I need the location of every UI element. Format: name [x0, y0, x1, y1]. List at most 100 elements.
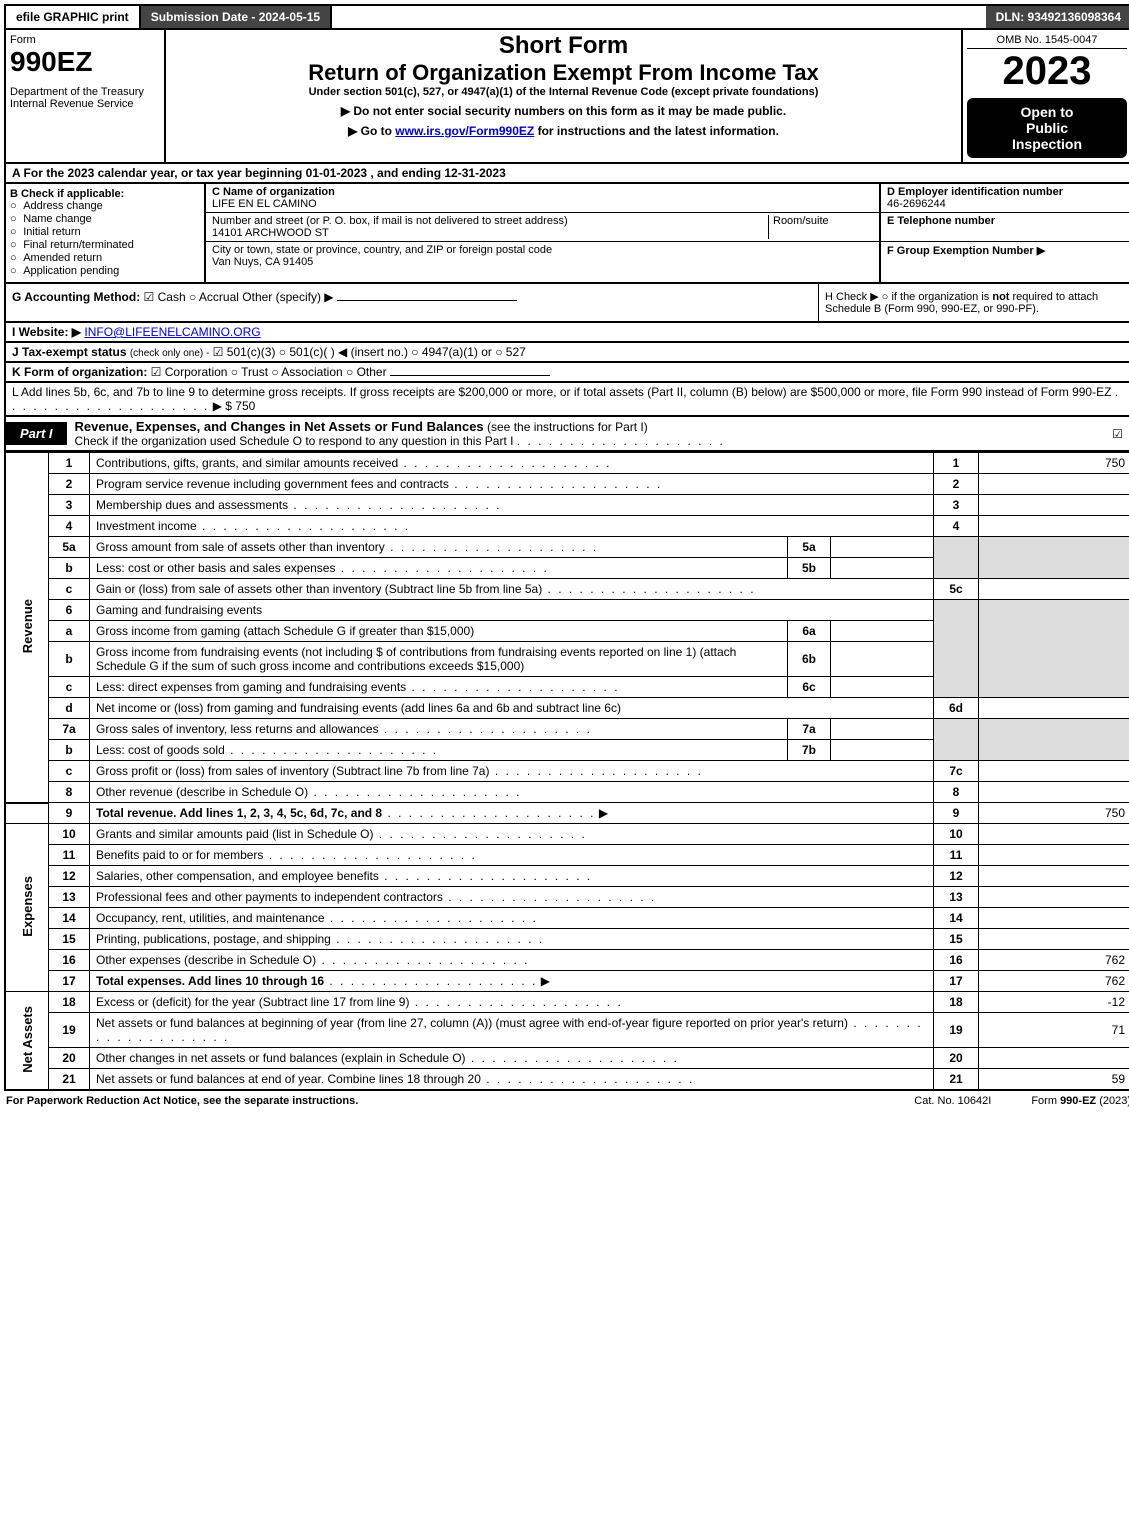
- chk-initial[interactable]: ○: [10, 227, 23, 239]
- irs-link[interactable]: www.irs.gov/Form990EZ: [395, 124, 534, 138]
- room-suite-lbl: Room/suite: [768, 215, 873, 239]
- c-street-lbl: Number and street (or P. O. box, if mail…: [212, 215, 768, 227]
- efile-print-button[interactable]: efile GRAPHIC print: [6, 6, 141, 28]
- j-opts[interactable]: ☑ 501(c)(3) ○ 501(c)( ) ◀ (insert no.) ○…: [213, 345, 526, 359]
- g-cash[interactable]: ☑ Cash: [144, 290, 186, 304]
- l20-v: [979, 1048, 1129, 1069]
- open-to-public-box: Open to Public Inspection: [967, 98, 1127, 158]
- open2: Public: [971, 120, 1123, 136]
- shade-6: [934, 600, 979, 698]
- l10-n: 10: [49, 824, 90, 845]
- lines-table: Revenue 1 Contributions, gifts, grants, …: [4, 452, 1129, 1091]
- j-label: J Tax-exempt status: [12, 345, 127, 359]
- b-item-3: Final return/terminated: [23, 239, 134, 251]
- omb-number: OMB No. 1545-0047: [967, 34, 1127, 49]
- k-other-input[interactable]: [390, 375, 550, 376]
- l13-d: Professional fees and other payments to …: [96, 890, 656, 904]
- l7b-n: b: [49, 740, 90, 761]
- l7b-m: 7b: [788, 740, 831, 761]
- l6c-m: 6c: [788, 677, 831, 698]
- l1-d: Contributions, gifts, grants, and simila…: [96, 456, 612, 470]
- l15-d: Printing, publications, postage, and shi…: [96, 932, 544, 946]
- l15-v: [979, 929, 1129, 950]
- l7a-d: Gross sales of inventory, less returns a…: [96, 722, 592, 736]
- l14-n: 14: [49, 908, 90, 929]
- l13-n: 13: [49, 887, 90, 908]
- l13-ln: 13: [934, 887, 979, 908]
- l5c-ln: 5c: [934, 579, 979, 600]
- l1-v: 750: [979, 453, 1129, 474]
- row-j: J Tax-exempt status (check only one) - ☑…: [4, 343, 1129, 363]
- h-text1: H Check ▶ ○ if the organization is: [825, 291, 992, 303]
- l6d-ln: 6d: [934, 698, 979, 719]
- l9-arrow: ▶: [599, 806, 608, 820]
- l3-n: 3: [49, 495, 90, 516]
- part1-tag: Part I: [6, 422, 67, 445]
- chk-pending[interactable]: ○: [10, 266, 23, 278]
- ssn-note: ▶ Do not enter social security numbers o…: [172, 104, 955, 118]
- l9-ln: 9: [934, 803, 979, 824]
- chk-address[interactable]: ○: [10, 201, 23, 213]
- l6a-m: 6a: [788, 621, 831, 642]
- l4-d: Investment income: [96, 519, 410, 533]
- row-gh: G Accounting Method: ☑ Cash ○ Accrual Ot…: [4, 284, 1129, 323]
- part1-checkbox[interactable]: ☑: [1104, 427, 1129, 441]
- l9-n: 9: [49, 803, 90, 824]
- j-sub: (check only one) -: [130, 348, 209, 359]
- l6a-n: a: [49, 621, 90, 642]
- l2-n: 2: [49, 474, 90, 495]
- submission-date-button[interactable]: Submission Date - 2024-05-15: [141, 6, 332, 28]
- l17-arrow: ▶: [541, 974, 550, 988]
- b-item-5: Application pending: [23, 265, 119, 277]
- row-l: L Add lines 5b, 6c, and 7b to line 9 to …: [4, 383, 1129, 417]
- d-lbl: D Employer identification number: [887, 186, 1125, 198]
- header-left: Form 990EZ Department of the Treasury In…: [6, 30, 166, 162]
- l14-v: [979, 908, 1129, 929]
- row-i: I Website: ▶ INFO@LIFEENELCAMINO.ORG: [4, 323, 1129, 343]
- l4-v: [979, 516, 1129, 537]
- l6-d: Gaming and fundraising events: [90, 600, 934, 621]
- chk-name[interactable]: ○: [10, 214, 23, 226]
- part1-check-text: Check if the organization used Schedule …: [75, 434, 514, 448]
- dln-label: DLN: 93492136098364: [986, 6, 1129, 28]
- l5c-v: [979, 579, 1129, 600]
- l20-n: 20: [49, 1048, 90, 1069]
- column-c: C Name of organization LIFE EN EL CAMINO…: [206, 184, 881, 282]
- main-title: Return of Organization Exempt From Incom…: [172, 60, 955, 86]
- section-bcdef: B Check if applicable: ○ Address change …: [4, 184, 1129, 284]
- org-street: 14101 ARCHWOOD ST: [212, 227, 768, 239]
- dept-treasury: Department of the Treasury: [10, 86, 160, 98]
- l21-d: Net assets or fund balances at end of ye…: [96, 1072, 694, 1086]
- k-label: K Form of organization:: [12, 365, 147, 379]
- l17-n: 17: [49, 971, 90, 992]
- spacer: [332, 6, 985, 28]
- chk-amended[interactable]: ○: [10, 253, 23, 265]
- part1-dots: [517, 434, 725, 448]
- short-form-title: Short Form: [172, 32, 955, 60]
- l17-d: Total expenses. Add lines 10 through 16: [96, 974, 324, 988]
- website-link[interactable]: INFO@LIFEENELCAMINO.ORG: [84, 325, 260, 339]
- subtitle: Under section 501(c), 527, or 4947(a)(1)…: [172, 86, 955, 98]
- org-city: Van Nuys, CA 91405: [212, 256, 873, 268]
- l19-d: Net assets or fund balances at beginning…: [96, 1016, 923, 1044]
- l6c-d: Less: direct expenses from gaming and fu…: [96, 680, 620, 694]
- l5b-m: 5b: [788, 558, 831, 579]
- ein-value: 46-2696244: [887, 198, 1125, 210]
- l5a-d: Gross amount from sale of assets other t…: [96, 540, 598, 554]
- tax-year: 2023: [967, 49, 1127, 94]
- b-item-0: Address change: [23, 200, 103, 212]
- l5a-m: 5a: [788, 537, 831, 558]
- l2-ln: 2: [934, 474, 979, 495]
- l10-ln: 10: [934, 824, 979, 845]
- chk-final[interactable]: ○: [10, 240, 23, 252]
- l2-d: Program service revenue including govern…: [96, 477, 662, 491]
- g-other-input[interactable]: [337, 300, 517, 301]
- g-accrual[interactable]: ○ Accrual: [189, 290, 239, 304]
- l8-ln: 8: [934, 782, 979, 803]
- shade-5: [934, 537, 979, 579]
- part1-paren: (see the instructions for Part I): [487, 420, 648, 434]
- l8-v: [979, 782, 1129, 803]
- section-a: A For the 2023 calendar year, or tax yea…: [4, 164, 1129, 184]
- k-opts[interactable]: ☑ Corporation ○ Trust ○ Association ○ Ot…: [151, 365, 387, 379]
- l7c-ln: 7c: [934, 761, 979, 782]
